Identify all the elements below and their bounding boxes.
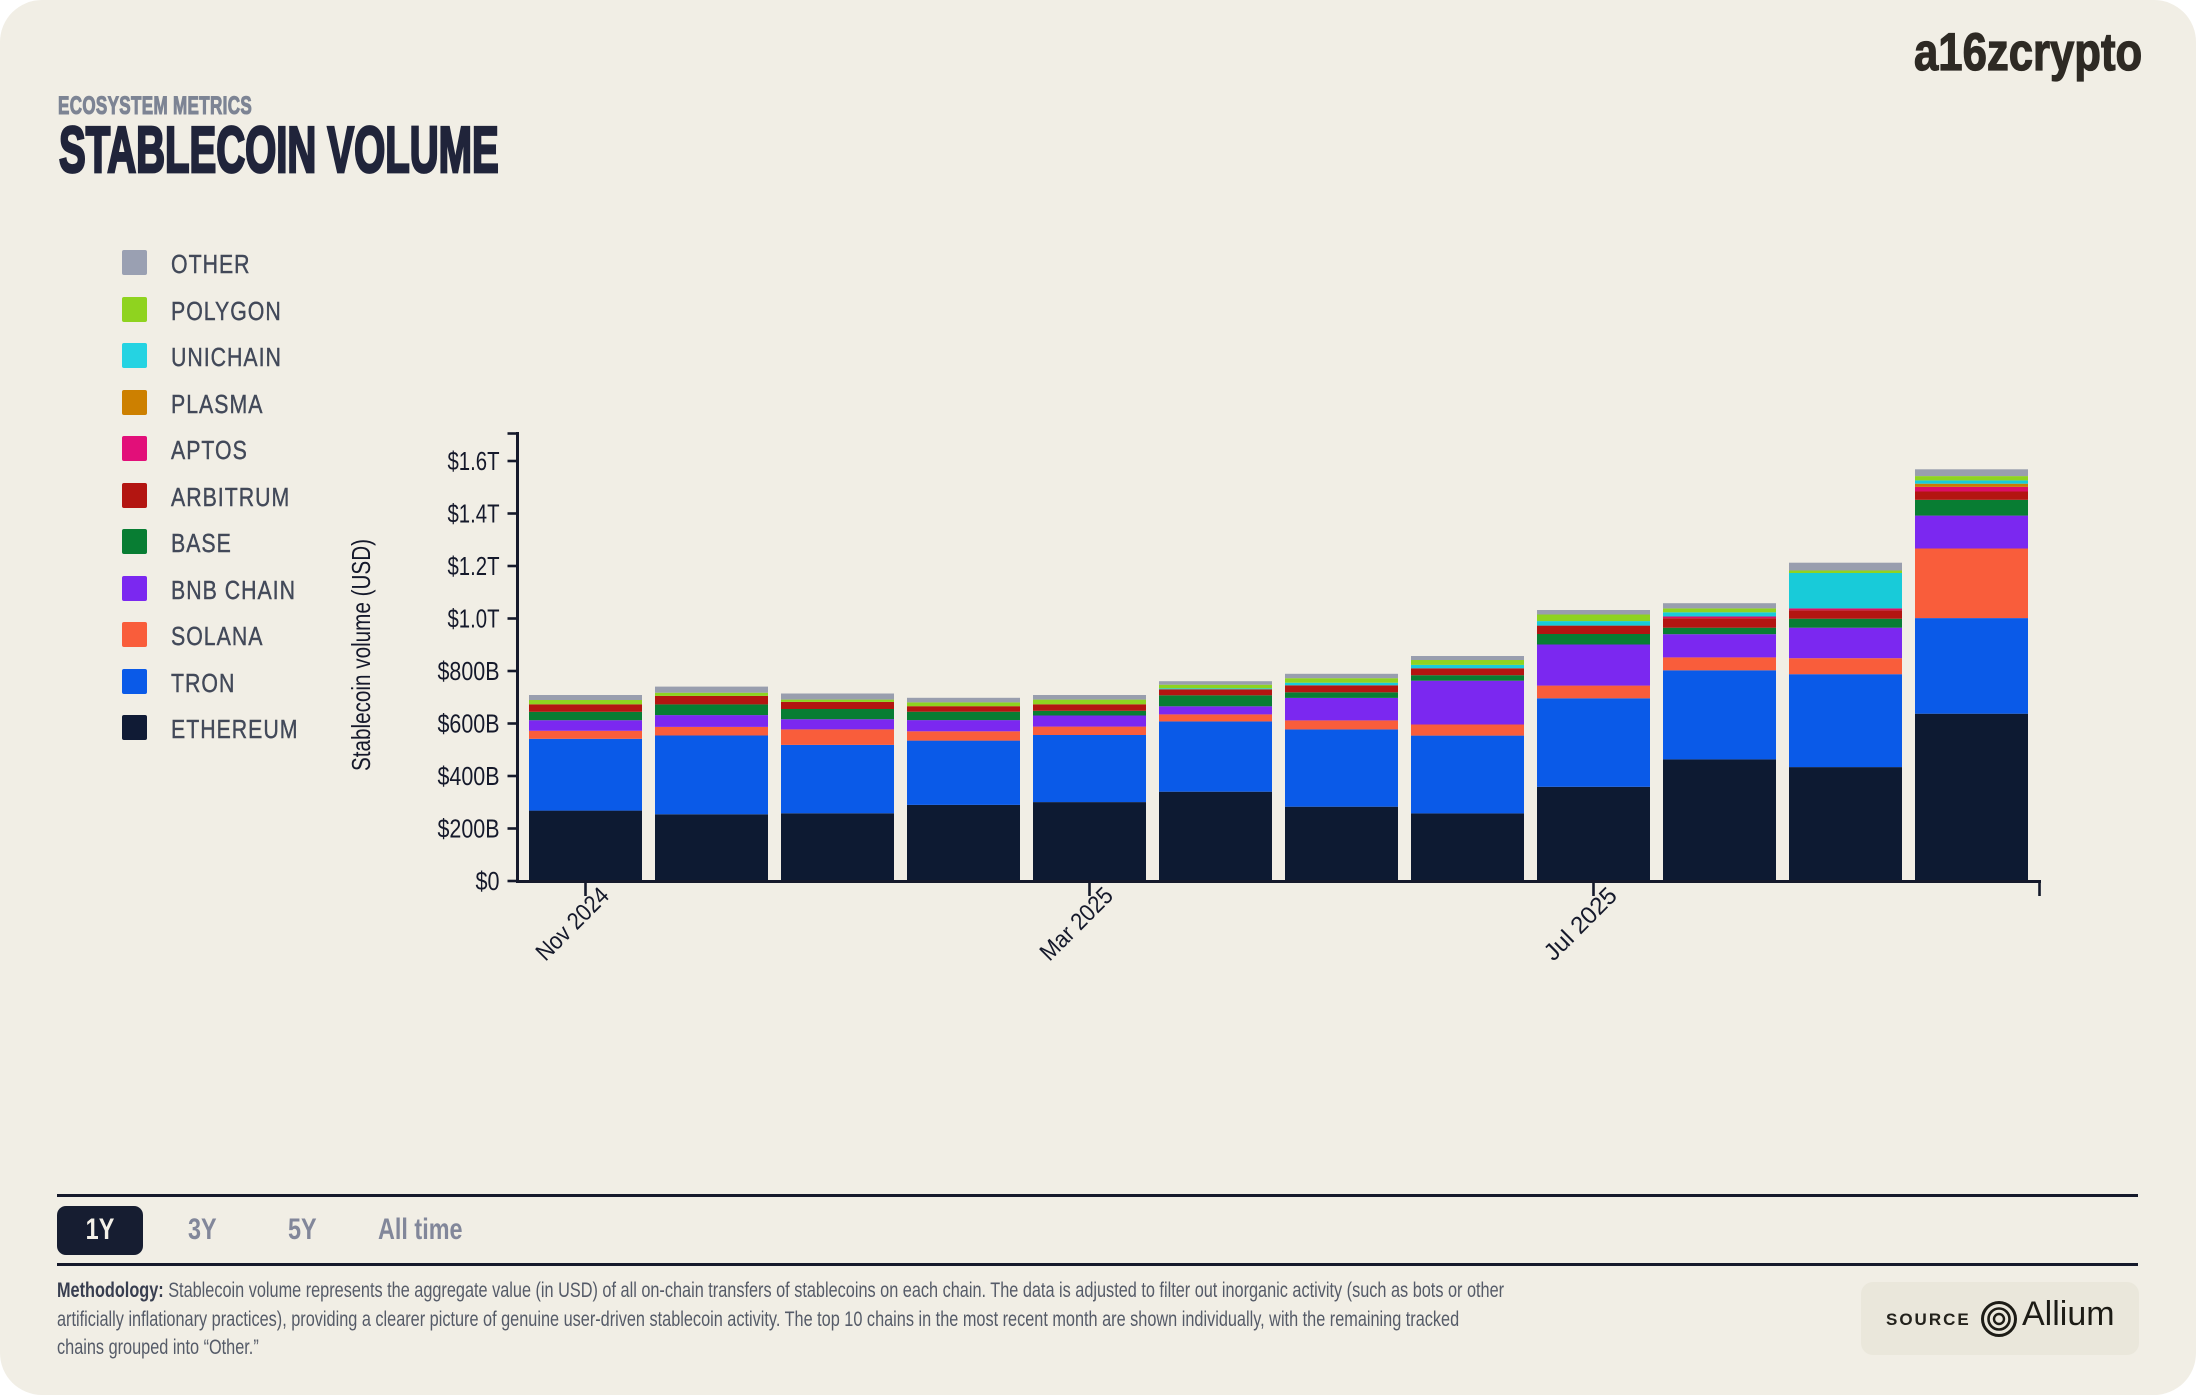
svg-text:Stablecoin volume (USD): Stablecoin volume (USD) — [346, 539, 376, 771]
svg-text:$1.0T: $1.0T — [448, 604, 500, 634]
svg-text:Mar 2025: Mar 2025 — [1035, 882, 1119, 966]
svg-text:$400B: $400B — [438, 761, 500, 791]
svg-text:$1.4T: $1.4T — [448, 499, 500, 529]
svg-text:$600B: $600B — [438, 709, 500, 739]
svg-text:$200B: $200B — [438, 814, 500, 844]
svg-text:$800B: $800B — [438, 656, 500, 686]
svg-text:Nov 2024: Nov 2024 — [531, 882, 615, 966]
svg-text:$1.2T: $1.2T — [448, 551, 500, 581]
svg-text:Jul 2025: Jul 2025 — [1539, 882, 1623, 966]
svg-text:$1.6T: $1.6T — [448, 446, 500, 476]
svg-text:$0: $0 — [476, 866, 500, 896]
